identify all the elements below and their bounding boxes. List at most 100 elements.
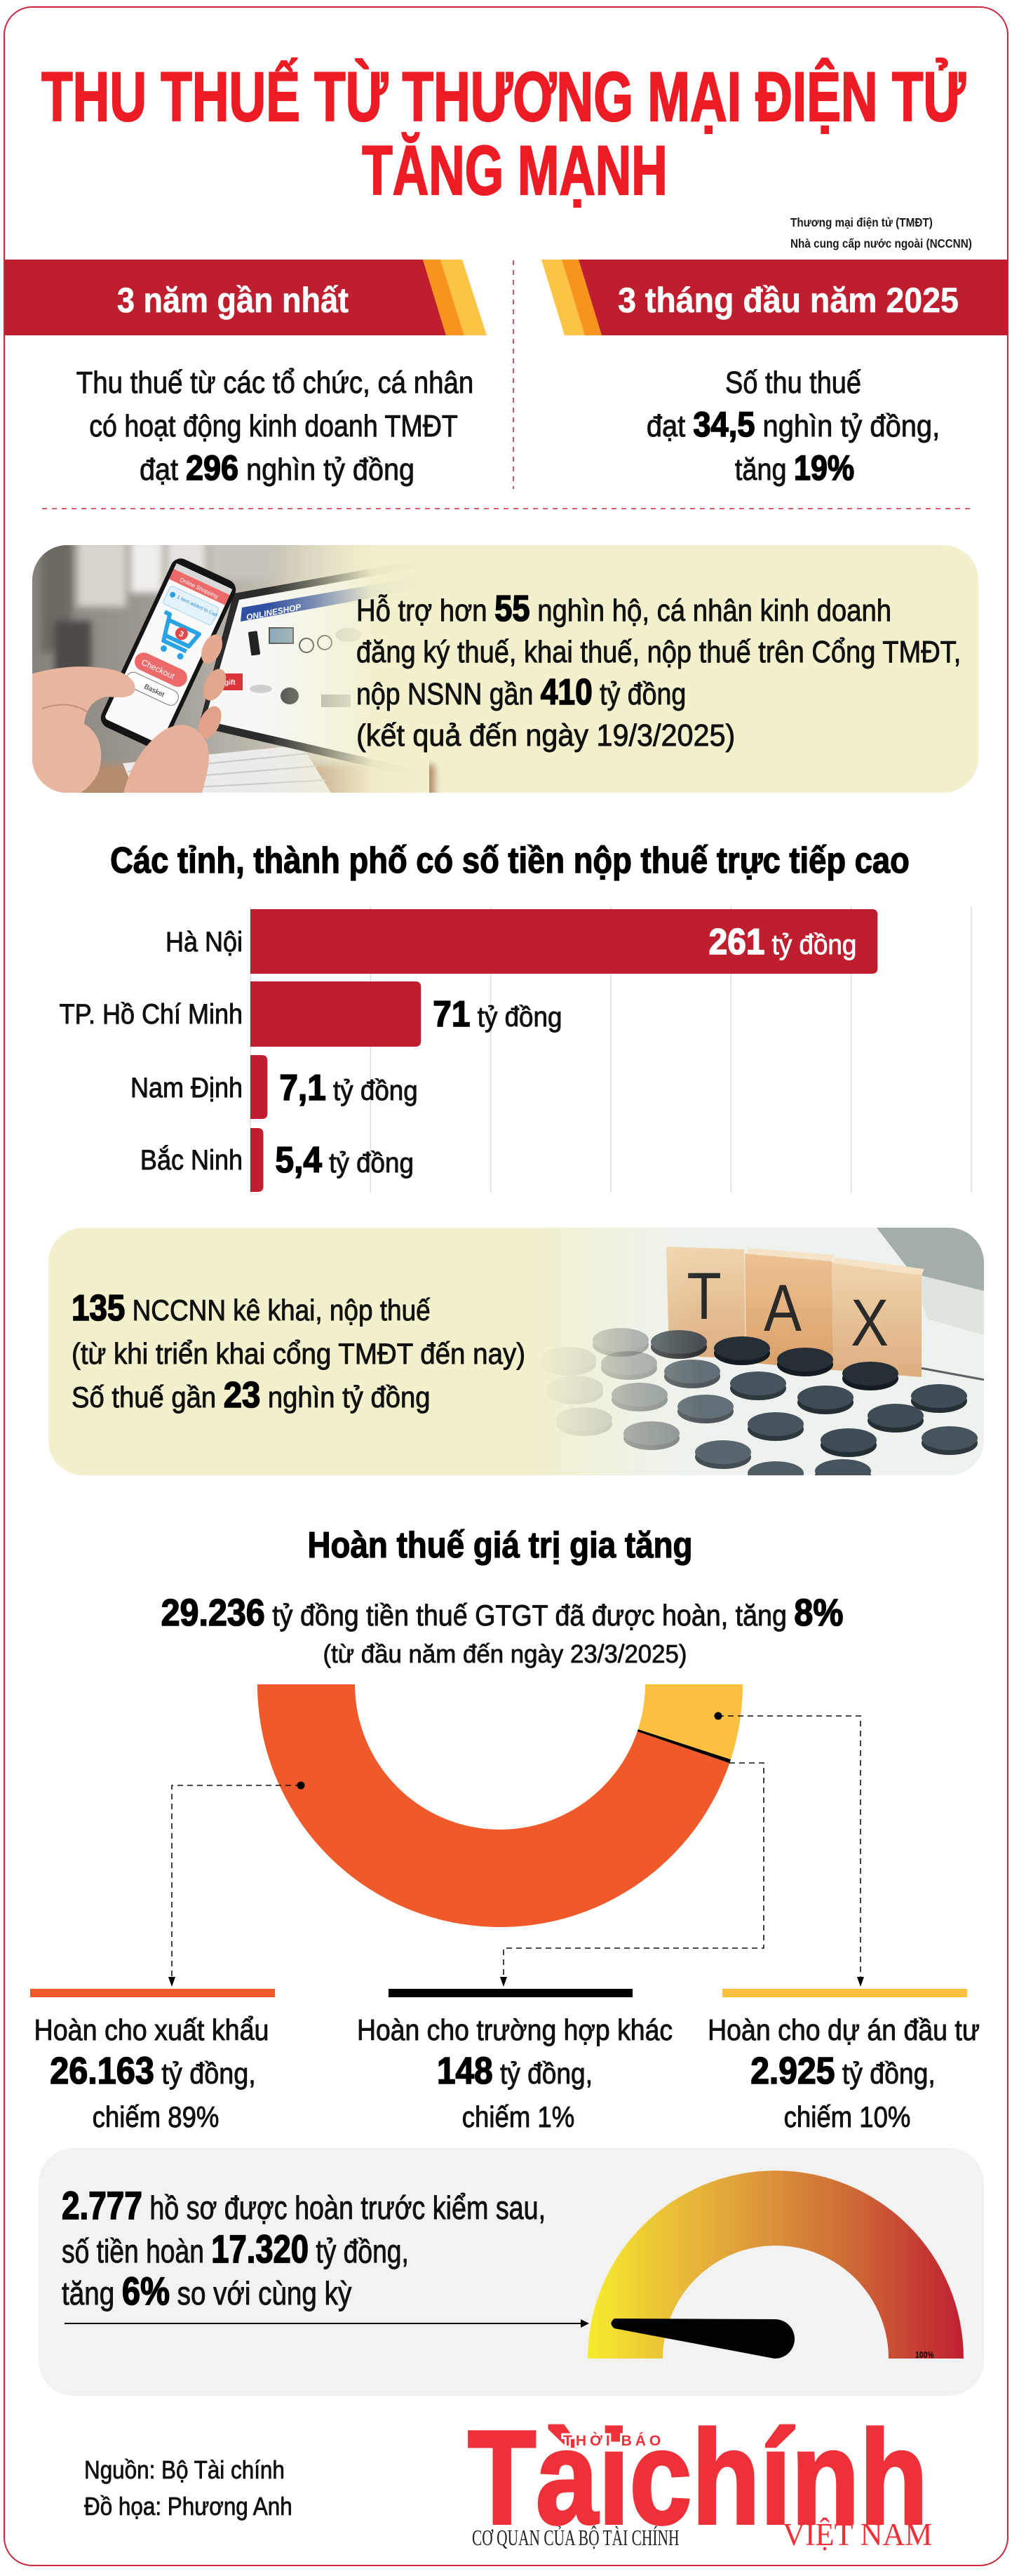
pre-refund-line: số tiền hoàn 17.320 tỷ đồng, <box>62 2227 409 2271</box>
donut-segment-export <box>257 1684 730 1927</box>
product-phone <box>248 631 261 656</box>
text: nộp NSNN gần <box>356 676 541 711</box>
product-gift-card <box>223 673 243 690</box>
value: 55 <box>494 589 529 629</box>
text: tăng <box>735 452 794 486</box>
banner-left <box>5 260 487 335</box>
cart-wheel <box>177 653 184 660</box>
wood-block-a-top <box>745 1248 835 1261</box>
legend-label: Hoàn cho dự án đầu tư <box>708 2014 980 2046</box>
unit: tỷ đồng <box>326 1075 418 1107</box>
gauge-max-label: 100% <box>915 2350 934 2360</box>
banner-stripe-yellow <box>440 260 487 335</box>
banner-stripe-yellow <box>541 260 585 335</box>
text: nghìn tỷ đồng <box>238 452 414 486</box>
calculator-key <box>821 1428 877 1457</box>
legend-amount: 2.925 tỷ đồng, <box>750 2049 936 2091</box>
text: tỷ đồng, <box>309 2233 409 2269</box>
abbreviation-note: Nhà cung cấp nước ngoài (NCCNN) <box>790 236 972 250</box>
calculator-key <box>714 1336 770 1365</box>
value: 26.163 <box>50 2049 154 2092</box>
value: 261 <box>709 921 765 962</box>
abbreviation-note: Thương mại điện tử (TMĐT) <box>790 215 933 229</box>
legend-swatch-other <box>389 1989 633 1997</box>
text: Hỗ trợ hơn <box>356 593 494 628</box>
value: 29.236 <box>161 1592 265 1634</box>
support-line: Hỗ trợ hơn 55 nghìn hộ, cá nhân kinh doa… <box>356 589 891 629</box>
phone-header <box>169 568 230 605</box>
text: tăng <box>62 2276 122 2312</box>
unit: tỷ đồng, <box>835 2058 935 2090</box>
legend-share: chiếm 1% <box>462 2101 574 2134</box>
tax-calculator-photo: T A X <box>48 1228 984 1475</box>
donut-segment-project <box>637 1684 743 1759</box>
bar-ha-noi <box>250 909 878 974</box>
text: đạt <box>140 452 186 486</box>
text: so với cùng kỳ <box>170 2276 352 2312</box>
foreign-suppliers-line: (từ khi triển khai cổng TMĐT đến nay) <box>72 1337 525 1370</box>
text: tỷ đồng tiền thuế GTGT đã được hoàn, tăn… <box>265 1599 795 1632</box>
leader-line-project <box>718 1715 861 1980</box>
text: nghìn hộ, cá nhân kinh doanh <box>530 593 892 628</box>
banner-left-label: 3 năm gần nhất <box>117 281 349 321</box>
value: 6% <box>122 2269 170 2313</box>
holding-hand <box>123 725 209 793</box>
foreign-suppliers-line: Số thuế gần 23 nghìn tỷ đồng <box>72 1374 431 1416</box>
text: Số thuế gần <box>72 1381 224 1414</box>
page-frame <box>4 6 1008 2566</box>
legend-amount: 26.163 tỷ đồng, <box>50 2049 256 2092</box>
value: 34,5 <box>693 405 755 445</box>
bar-value-label: 7,1 tỷ đồng <box>279 1067 417 1108</box>
laptop-edge-line <box>919 1367 984 1382</box>
bar-value-label: 5,4 tỷ đồng <box>276 1139 414 1180</box>
legend-label: Hoàn cho trường hợp khác <box>357 2014 673 2046</box>
shelf <box>210 545 277 579</box>
arrow-down-icon <box>857 1977 864 1987</box>
logo-country: VIỆT NAM <box>783 2517 933 2553</box>
cart-badge-count: 3 <box>177 629 185 638</box>
value: 296 <box>186 449 238 488</box>
banner-right-label: 3 tháng đầu năm 2025 <box>618 281 959 320</box>
logo-wordmark: Tàichính <box>468 2403 928 2552</box>
page-title-line-2: TĂNG MẠNH <box>362 133 668 210</box>
unit: tỷ đồng, <box>154 2058 256 2090</box>
category-label: Nam Định <box>130 1073 243 1103</box>
arrow-right-icon <box>581 2319 589 2328</box>
shelf <box>130 545 163 593</box>
calculator-key <box>911 1384 967 1413</box>
bar-value-label: 261 tỷ đồng <box>709 921 857 962</box>
calculator-key <box>777 1348 833 1376</box>
leader-line-export <box>171 1785 301 1980</box>
laptop-edge <box>912 1273 984 1336</box>
half-donut-chart <box>257 1684 743 1927</box>
calculator-key <box>922 1426 978 1455</box>
banner-stripe-orange <box>562 260 602 335</box>
source-credit: Nguồn: Bộ Tài chính <box>84 2456 285 2484</box>
foreign-suppliers-line: 135 NCCNN kê khai, nộp thuế <box>72 1288 431 1328</box>
vat-refund-total: 29.236 tỷ đồng tiền thuế GTGT đã được ho… <box>161 1592 844 1634</box>
value: 71 <box>433 993 470 1034</box>
value: 7,1 <box>279 1067 326 1108</box>
leader-dot <box>297 1781 305 1790</box>
calculator-key <box>797 1386 854 1414</box>
value: 2.925 <box>750 2049 835 2091</box>
legend-share: chiếm 89% <box>93 2101 220 2134</box>
leader-dot <box>714 1712 722 1720</box>
page-title-line-1: THU THUẾ TỪ THƯƠNG MẠI ĐIỆN TỬ <box>41 58 966 135</box>
bar-nam-dinh <box>250 1055 268 1119</box>
photo-fade <box>48 1228 701 1475</box>
bar-value-label: 71 tỷ đồng <box>433 993 562 1034</box>
unit: tỷ đồng <box>322 1148 414 1179</box>
wood-block-x <box>832 1263 922 1377</box>
bar-bac-ninh <box>250 1128 264 1192</box>
calculator-key <box>868 1404 924 1433</box>
value: 8% <box>794 1592 843 1634</box>
leader-lines <box>171 1715 861 1980</box>
wood-block-x-top <box>832 1257 924 1275</box>
cart-icon <box>161 610 201 654</box>
text: NCCNN kê khai, nộp thuế <box>125 1294 430 1327</box>
publisher-logo: Tàichính THỜI BÁO CƠ QUAN CỦA BỘ TÀI CHÍ… <box>466 2402 933 2554</box>
vat-refund-title: Hoàn thuế giá trị gia tăng <box>307 1525 692 1565</box>
finger <box>201 634 223 664</box>
